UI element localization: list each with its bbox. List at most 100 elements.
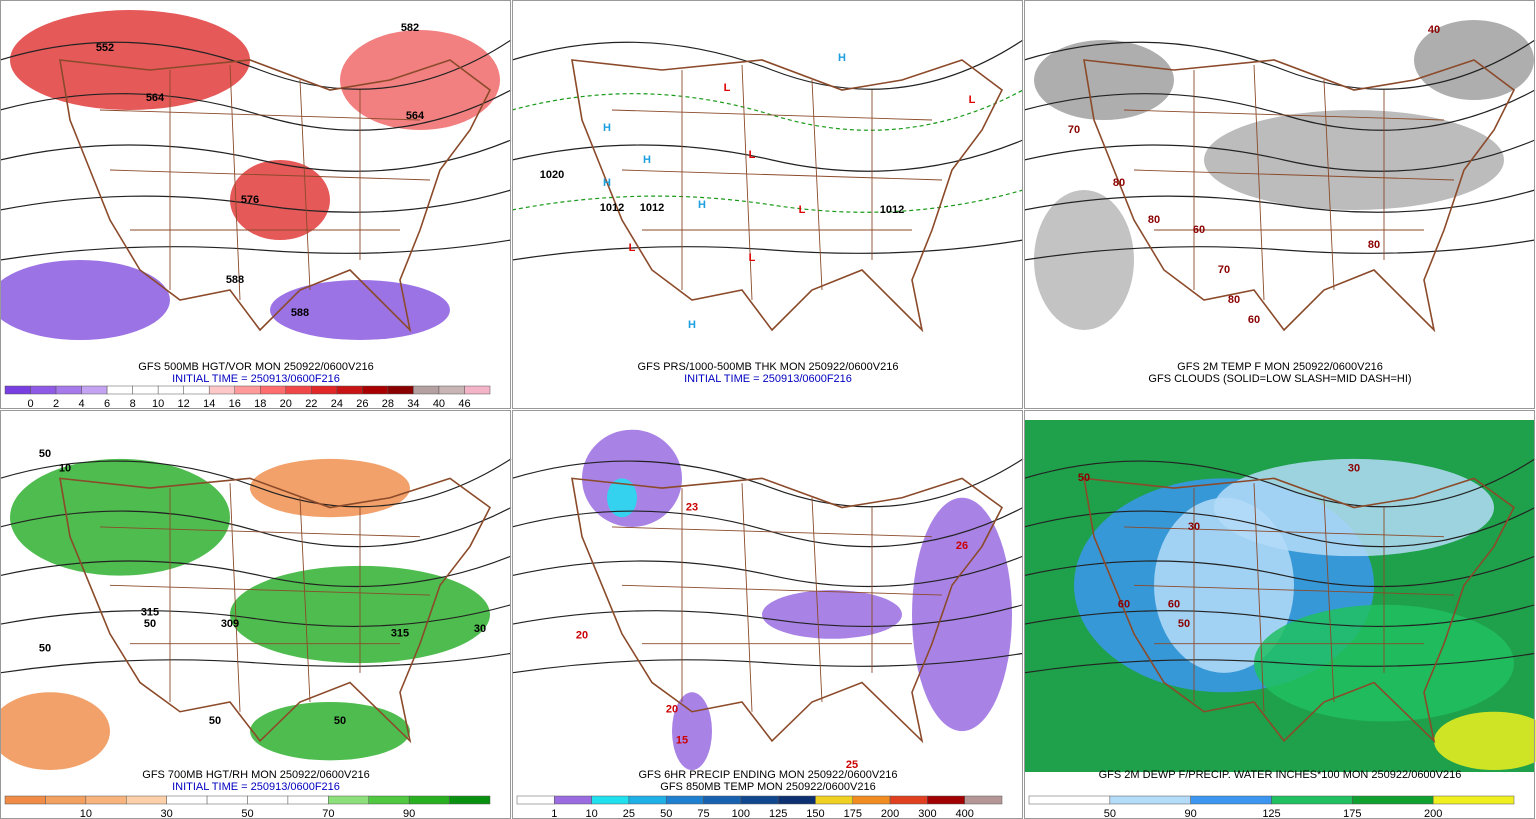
field-blob xyxy=(607,478,637,518)
contour xyxy=(511,604,1024,627)
legend-label: 200 xyxy=(881,808,899,819)
legend-label: 50 xyxy=(1104,808,1116,819)
legend-label: 20 xyxy=(280,398,292,410)
legend-label: 125 xyxy=(1262,808,1280,819)
field-blob xyxy=(582,429,682,527)
caption: INITIAL TIME = 250913/0600F216 xyxy=(172,781,340,793)
caption: GFS 2M DEWP F/PRECIP. WATER INCHES*100 M… xyxy=(1099,769,1462,781)
legend-swatch xyxy=(703,795,742,805)
legend-label: 50 xyxy=(660,808,672,819)
map-label: 80 xyxy=(1148,214,1160,226)
legend-swatch xyxy=(45,795,87,805)
map-label: H xyxy=(603,177,611,189)
legend-swatch xyxy=(1432,795,1515,805)
legend-swatch xyxy=(206,795,248,805)
field-blob xyxy=(250,458,410,518)
legend-label: 6 xyxy=(104,398,110,410)
map-label: 1012 xyxy=(600,202,624,214)
legend-swatch xyxy=(85,795,127,805)
map-label: 309 xyxy=(221,618,239,630)
legend-swatch xyxy=(1352,795,1434,805)
legend-label: 150 xyxy=(806,808,824,819)
map-label: L xyxy=(749,252,756,264)
map-label: L xyxy=(629,242,636,254)
map-background xyxy=(512,0,1023,362)
legend-swatch xyxy=(815,795,854,805)
legend-swatch xyxy=(311,385,338,395)
legend-swatch xyxy=(1271,795,1353,805)
map-label: 576 xyxy=(241,194,259,206)
legend-label: 1 xyxy=(551,808,557,819)
field-blob xyxy=(10,10,250,110)
legend-swatch xyxy=(368,795,410,805)
map-label: 50 xyxy=(1078,472,1090,484)
legend-swatch xyxy=(777,795,816,805)
contour xyxy=(0,652,512,674)
legend-label: 40 xyxy=(433,398,445,410)
map-label: 23 xyxy=(686,501,698,513)
caption: INITIAL TIME = 250913/0600F216 xyxy=(172,373,340,385)
map-label: 26 xyxy=(956,540,968,552)
legend-swatch xyxy=(665,795,704,805)
legend-swatch xyxy=(964,795,1003,805)
legend-swatch xyxy=(449,795,491,805)
legend-swatch xyxy=(740,795,779,805)
field-blob xyxy=(672,692,712,771)
panel-border xyxy=(512,0,1023,409)
legend-swatch xyxy=(106,385,133,395)
legend-swatch xyxy=(927,795,965,805)
contour xyxy=(1023,652,1536,674)
legend-label: 28 xyxy=(382,398,394,410)
map-label: H xyxy=(603,122,611,134)
map-label: L xyxy=(749,149,756,161)
contour xyxy=(511,652,1024,674)
map-label: 80 xyxy=(1368,239,1380,251)
legend-swatch xyxy=(1190,795,1272,805)
legend-label: 14 xyxy=(203,398,215,410)
legend-swatch xyxy=(157,385,184,395)
map-label: 588 xyxy=(226,274,244,286)
panel: 50 60 30 30 60 50 GFS 2M DEWP F/PRECIP. WATER … xyxy=(1023,410,1536,819)
field-blob xyxy=(912,497,1012,732)
legend-label: 100 xyxy=(732,808,750,819)
legend-label: 4 xyxy=(79,398,85,410)
legend-swatch xyxy=(464,385,491,395)
contour xyxy=(511,458,1024,508)
contour xyxy=(1023,604,1536,627)
map-label: H xyxy=(698,199,706,211)
field-blob xyxy=(340,30,500,130)
map-label: 50 xyxy=(1178,618,1190,630)
map-label: 564 xyxy=(146,92,165,104)
map-label: 30 xyxy=(474,623,486,635)
field-blob xyxy=(1034,190,1134,330)
map-label: 50 xyxy=(209,715,221,727)
legend-swatch xyxy=(166,795,208,805)
map-label: H xyxy=(643,154,651,166)
legend-label: 16 xyxy=(229,398,241,410)
legend-label: 26 xyxy=(356,398,368,410)
map-label: 25 xyxy=(846,759,858,771)
legend-swatch xyxy=(247,795,289,805)
map-label: 50 xyxy=(39,448,51,460)
panel-border xyxy=(1024,0,1535,409)
map-label: 315 xyxy=(391,628,409,640)
field-blob xyxy=(10,458,230,576)
legend-swatch xyxy=(852,795,891,805)
caption: GFS CLOUDS (SOLID=LOW SLASH=MID DASH=HI) xyxy=(1148,373,1411,385)
contour xyxy=(511,239,1024,261)
map-label: 1012 xyxy=(880,204,904,216)
contour xyxy=(511,39,1024,90)
legend-label: 46 xyxy=(458,398,470,410)
legend-label: 24 xyxy=(331,398,343,410)
legend-swatch xyxy=(438,385,465,395)
field-blob xyxy=(762,590,902,639)
field-blob xyxy=(1434,711,1536,771)
map-label: 20 xyxy=(576,630,588,642)
map-label: 564 xyxy=(406,110,425,122)
panel-border xyxy=(0,0,511,409)
caption: GFS PRS/1000-500MB THK MON 250922/0600V2… xyxy=(638,361,899,373)
map-label: H xyxy=(838,52,846,64)
legend-label: 0 xyxy=(27,398,33,410)
legend-swatch xyxy=(55,385,82,395)
